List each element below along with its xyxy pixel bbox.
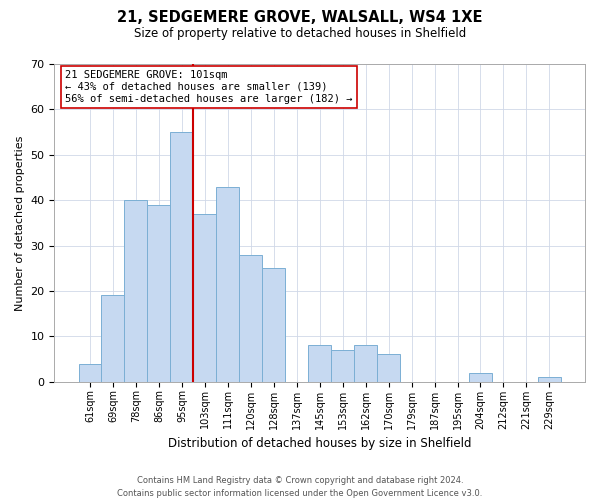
Bar	[239, 254, 262, 382]
Bar	[354, 346, 377, 382]
Text: Size of property relative to detached houses in Shelfield: Size of property relative to detached ho…	[134, 28, 466, 40]
Bar	[331, 350, 354, 382]
Bar	[538, 377, 561, 382]
Bar	[79, 364, 101, 382]
Bar	[262, 268, 285, 382]
Bar	[217, 186, 239, 382]
Bar	[469, 372, 492, 382]
Y-axis label: Number of detached properties: Number of detached properties	[15, 135, 25, 310]
Bar	[148, 204, 170, 382]
Bar	[377, 354, 400, 382]
X-axis label: Distribution of detached houses by size in Shelfield: Distribution of detached houses by size …	[168, 437, 472, 450]
Bar	[193, 214, 217, 382]
Bar	[124, 200, 148, 382]
Bar	[170, 132, 193, 382]
Text: 21 SEDGEMERE GROVE: 101sqm
← 43% of detached houses are smaller (139)
56% of sem: 21 SEDGEMERE GROVE: 101sqm ← 43% of deta…	[65, 70, 353, 104]
Bar	[101, 296, 124, 382]
Bar	[308, 346, 331, 382]
Text: Contains HM Land Registry data © Crown copyright and database right 2024.
Contai: Contains HM Land Registry data © Crown c…	[118, 476, 482, 498]
Text: 21, SEDGEMERE GROVE, WALSALL, WS4 1XE: 21, SEDGEMERE GROVE, WALSALL, WS4 1XE	[117, 10, 483, 25]
